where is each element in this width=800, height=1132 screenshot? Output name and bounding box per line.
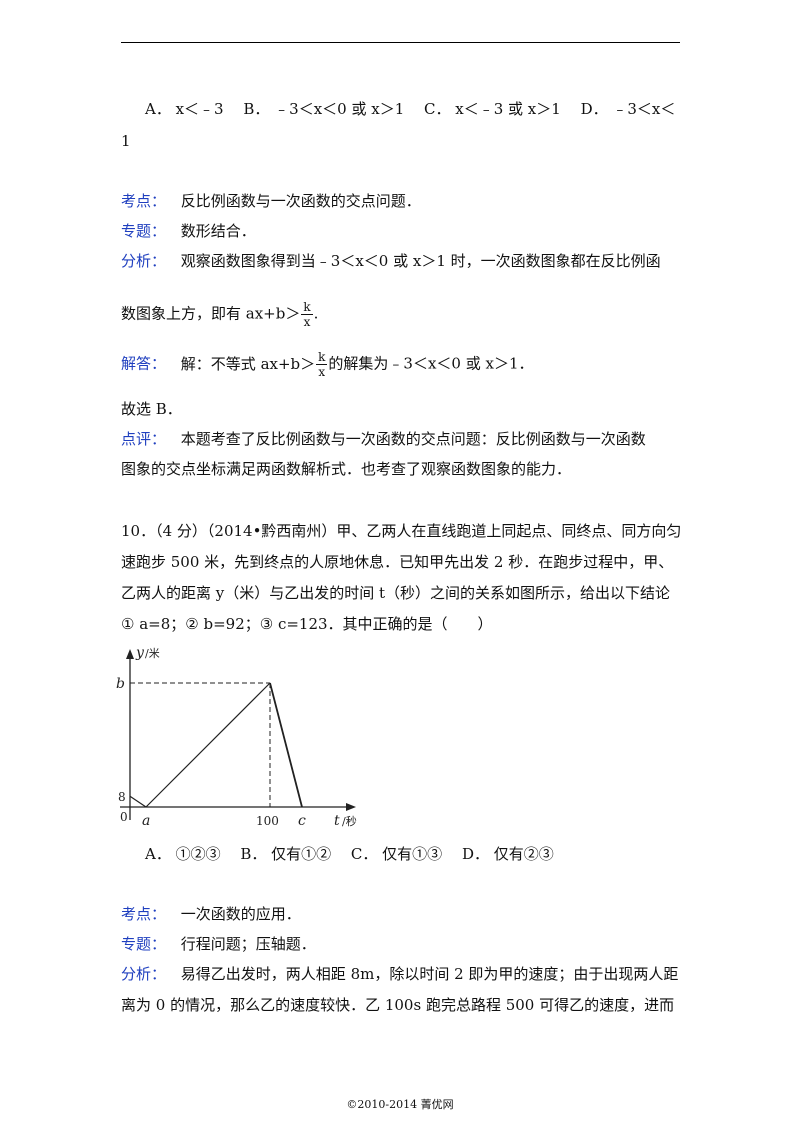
x-axis-label: t [334,813,340,829]
kaodian-label: 考点： [121,192,167,210]
kaodian-label: 考点： [121,905,167,923]
fenxi-line2-end: . [313,304,319,323]
fenxi-line2: 数图象上方，即有 ax+b＞ k x. [121,300,318,329]
series-segment [145,682,271,808]
x-tick-label: 100 [256,814,279,828]
y-axis-unit: /米 [145,647,160,660]
kaodian-text: 一次函数的应用． [180,905,301,923]
frac-numerator: k [301,300,313,315]
fenxi-line1: 易得乙出发时，两人相距 8m，除以时间 2 即为甲的速度；由于出现两人距 [180,965,679,983]
prev-options-line1: A． x＜﹣3 B． ﹣3＜x＜0 或 x＞1 C． x＜﹣3 或 x＞1 D．… [145,100,676,118]
series-segment [269,682,303,808]
fenxi-row: 分析： 观察函数图象得到当﹣3＜x＜0 或 x＞1 时，一次函数图象都在反比例函 [121,250,661,271]
y-axis-arrow [126,649,134,659]
dianping-label: 点评： [121,430,167,448]
frac-denominator: x [303,315,311,329]
frac-numerator: k [316,350,328,365]
header-rule [121,42,680,43]
y-tick-label: b [116,676,125,692]
q10-options: A． ①②③ B． 仅有①② C． 仅有①③ D． 仅有②③ [145,845,554,863]
q10-line4: ① a=8；② b=92；③ c=123．其中正确的是（ ） [121,615,493,633]
zhuanti-row: 专题： 数形结合． [121,220,256,241]
q10-fenxi-line2: 离为 0 的情况，那么乙的速度较快．乙 100s 跑完总路程 500 可得乙的速… [121,996,675,1014]
q10-line2: 速跑步 500 米，先到终点的人原地休息．已知甲先出发 2 秒．在跑步过程中，甲… [121,553,674,571]
kaodian-text: 反比例函数与一次函数的交点问题． [180,192,421,210]
dianping-line1: 本题考查了反比例函数与一次函数的交点问题：反比例函数与一次函数 [180,430,646,448]
zhuanti-label: 专题： [121,935,167,953]
series-segment [129,795,147,808]
jieda-text-end: 的解集为﹣3＜x＜0 或 x＞1． [328,354,534,373]
zhuanti-text: 数形结合． [180,222,256,240]
y-axis-label: y [135,645,145,661]
prev-options-line2: 1 [121,132,131,150]
q10-line1: 10．（4 分）（2014•黔西南州）甲、乙两人在直线跑道上同起点、同终点、同方… [121,522,682,540]
jieda-row: 解答： 解：不等式 ax+b＞ k x 的解集为﹣3＜x＜0 或 x＞1． [121,350,534,379]
y-tick-label: 8 [118,790,126,804]
q10-zhuanti-row: 专题： 行程问题；压轴题． [121,933,316,954]
fenxi-line1: 观察函数图象得到当﹣3＜x＜0 或 x＞1 时，一次函数图象都在反比例函 [180,252,661,270]
kaodian-row: 考点： 反比例函数与一次函数的交点问题． [121,190,421,211]
x-axis-unit: /秒 [342,814,357,828]
distance-time-chart: y /米 t /秒 0 8 b a 100 c [116,645,357,829]
footer-copyright: ©2010-2014 菁优网 [346,1098,454,1111]
jieda-text: 解：不等式 ax+b＞ [180,354,316,373]
x-axis-arrow [346,803,356,811]
dianping-row: 点评： 本题考查了反比例函数与一次函数的交点问题：反比例函数与一次函数 [121,428,646,449]
q10-kaodian-row: 考点： 一次函数的应用． [121,903,301,924]
jieda-label: 解答： [121,354,167,373]
guxuan-text: 故选 B． [121,400,182,418]
origin-label: 0 [120,810,128,824]
fenxi-label: 分析： [121,252,167,270]
q10-line3: 乙两人的距离 y（米）与乙出发的时间 t（秒）之间的关系如图所示，给出以下结论 [121,584,671,602]
fenxi-label: 分析： [121,965,167,983]
dianping-line2: 图象的交点坐标满足两函数解析式．也考查了观察函数图象的能力． [121,460,572,478]
x-tick-label: a [142,813,150,829]
q10-fenxi-row: 分析： 易得乙出发时，两人相距 8m，除以时间 2 即为甲的速度；由于出现两人距 [121,963,678,984]
zhuanti-text: 行程问题；压轴题． [180,935,316,953]
fenxi-line2-text: 数图象上方，即有 ax+b＞ [121,304,301,323]
x-tick-label: c [298,813,306,829]
zhuanti-label: 专题： [121,222,167,240]
frac-denominator: x [318,365,326,379]
